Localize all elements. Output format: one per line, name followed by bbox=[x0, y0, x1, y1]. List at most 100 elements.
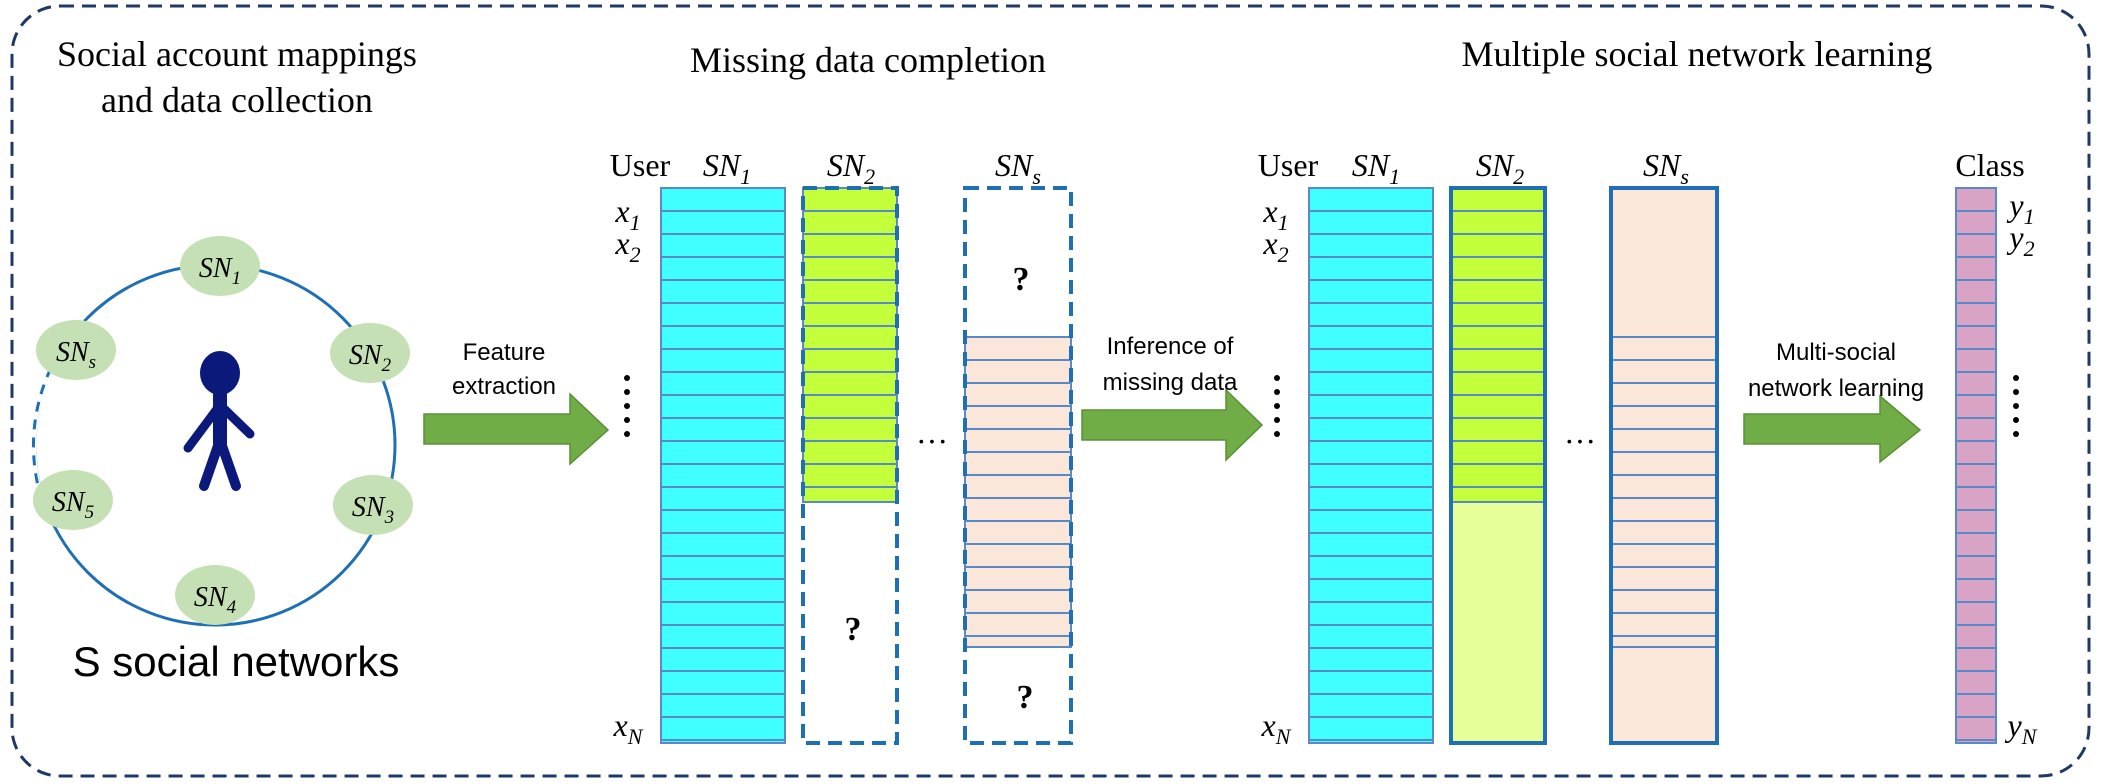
class-cell bbox=[1955, 279, 1997, 304]
social-network-circle: SN1 SN2 SN3 SN4 SN5 SNs bbox=[30, 236, 413, 627]
matrix-b-sn2-cell bbox=[1450, 463, 1546, 488]
matrix-a-sn2-cells bbox=[802, 187, 898, 503]
matrix-a-col-sn2: SN2 bbox=[827, 147, 875, 189]
class-row-yn: yN bbox=[2005, 707, 2038, 749]
section2-title: Missing data completion bbox=[690, 40, 1046, 80]
matrix-b-sn2-border bbox=[1449, 186, 1547, 745]
matrix-a-sn1-cell bbox=[660, 233, 786, 258]
matrix-b-sn2-cell bbox=[1450, 348, 1546, 373]
matrix-a-sn1-cell bbox=[660, 647, 786, 672]
matrix-a-sns-cell bbox=[964, 382, 1072, 407]
matrix-b-sn1-cell bbox=[1308, 693, 1434, 718]
svg-text:SN3: SN3 bbox=[352, 492, 394, 528]
arrow-feature-extraction: Feature extraction bbox=[423, 339, 610, 466]
node-sn4: SN4 bbox=[175, 565, 255, 625]
matrix-a-sns-cell bbox=[964, 405, 1072, 430]
matrix-b-sns-cell bbox=[1610, 497, 1718, 522]
matrix-a-col-sn1: SN1 bbox=[703, 147, 751, 189]
matrix-b-sn1-cell bbox=[1308, 440, 1434, 465]
class-cell bbox=[1955, 716, 1997, 741]
matrix-b-sn2-cell bbox=[1450, 394, 1546, 419]
matrix-a-sns-cell bbox=[964, 451, 1072, 476]
matrix-b-sn1-cell bbox=[1308, 601, 1434, 626]
arrow-feature-label-line1: Feature bbox=[463, 339, 546, 366]
matrix-a-sn2-cell bbox=[802, 348, 898, 373]
class-cell bbox=[1955, 578, 1997, 603]
matrix-b-sn1-cell bbox=[1308, 532, 1434, 557]
matrix-a-sns-cell bbox=[964, 543, 1072, 568]
matrix-a-sn2-cell bbox=[802, 486, 898, 503]
matrix-a-sn2-cell bbox=[802, 279, 898, 304]
matrix-a-sn1-cell bbox=[660, 532, 786, 557]
matrix-a-sn2-dashed-border bbox=[801, 186, 899, 745]
matrix-b-sn2-cell bbox=[1450, 417, 1546, 442]
matrix-b-sn1-cell bbox=[1308, 739, 1434, 744]
matrix-b-sn1-cell bbox=[1308, 555, 1434, 580]
matrix-a-col-sns: SNs bbox=[995, 147, 1041, 189]
matrix-a-sn2-cell bbox=[802, 187, 898, 212]
matrix-a-row-xn: xN bbox=[613, 707, 644, 749]
matrix-b-sn1-cell bbox=[1308, 463, 1434, 488]
matrix-a-sn1-cell bbox=[660, 670, 786, 695]
matrix-a-sn1-cell bbox=[660, 187, 786, 212]
outer-frame bbox=[10, 4, 2091, 778]
section1-title-line2: and data collection bbox=[101, 80, 373, 120]
matrix-b-sn1-cell bbox=[1308, 233, 1434, 258]
section1-title-line1: Social account mappings bbox=[57, 34, 417, 74]
matrix-b-col-sn1: SN1 bbox=[1352, 147, 1400, 189]
matrix-a-ellipsis-h: ··· bbox=[916, 423, 948, 459]
matrix-b-sn2-cell bbox=[1450, 486, 1546, 503]
matrix-b-sn1-cell bbox=[1308, 302, 1434, 327]
matrix-b-sns-cell bbox=[1610, 474, 1718, 499]
matrix-b-sns-cell bbox=[1610, 359, 1718, 384]
arrow-inference-label-line2: missing data bbox=[1103, 369, 1238, 396]
svg-text:SNs: SNs bbox=[56, 337, 96, 373]
matrix-b-ellipsis-v bbox=[1274, 375, 1280, 437]
matrix-a-sn2-cell bbox=[802, 233, 898, 258]
matrix-a-sn1-cell bbox=[660, 371, 786, 396]
matrix-a-sns-cell bbox=[964, 474, 1072, 499]
matrix-a-ellipsis-v bbox=[624, 375, 630, 437]
matrix-a-missing-mark-bottom: ? bbox=[1017, 679, 1034, 716]
matrix-b-col-sns: SNs bbox=[1643, 147, 1689, 189]
matrix-a-sns-cell bbox=[964, 336, 1072, 361]
matrix-a-sn2-cell bbox=[802, 256, 898, 281]
matrix-b-sns-cell bbox=[1610, 635, 1718, 648]
matrix-b-sn1-cell bbox=[1308, 348, 1434, 373]
matrix-a-sn2-cell bbox=[802, 417, 898, 442]
class-cell bbox=[1955, 440, 1997, 465]
class-cell bbox=[1955, 601, 1997, 626]
matrix-a-sn1-cell bbox=[660, 693, 786, 718]
matrix-a-user-label: User bbox=[610, 147, 671, 183]
class-cell bbox=[1955, 371, 1997, 396]
matrix-a-sns-cell bbox=[964, 359, 1072, 384]
matrix-a-sn1-cell bbox=[660, 624, 786, 649]
matrix-a-sns-dashed-border bbox=[963, 186, 1073, 745]
matrix-a-sn1-cell bbox=[660, 486, 786, 511]
matrix-a-sn2-cell bbox=[802, 325, 898, 350]
class-cell bbox=[1955, 670, 1997, 695]
matrix-a-sn1-cell bbox=[660, 578, 786, 603]
class-cell bbox=[1955, 302, 1997, 327]
class-cell bbox=[1955, 394, 1997, 419]
matrix-b-sn2-cell bbox=[1450, 325, 1546, 350]
matrix-b-sn2-cell bbox=[1450, 440, 1546, 465]
class-ellipsis-v bbox=[2013, 375, 2019, 437]
class-column: Class y1 y2 yN bbox=[1955, 147, 2038, 749]
arrow-multi-social: Multi-social network learning bbox=[1743, 339, 1924, 464]
class-cell bbox=[1955, 348, 1997, 373]
svg-text:SN4: SN4 bbox=[194, 582, 237, 618]
matrix-b-sn1-cell bbox=[1308, 624, 1434, 649]
matrix-b-sn1-cell bbox=[1308, 670, 1434, 695]
arrow-multi-label-line1: Multi-social bbox=[1776, 339, 1896, 366]
matrix-b-sns-cell bbox=[1610, 428, 1718, 453]
matrix-a-sn1-cell bbox=[660, 440, 786, 465]
matrix-b-user-label: User bbox=[1258, 147, 1319, 183]
matrix-a-sn2-cell bbox=[802, 394, 898, 419]
matrix-a-sns-cell bbox=[964, 520, 1072, 545]
arrow-multi-label-line2: network learning bbox=[1748, 375, 1924, 402]
matrix-b-sn2-cell bbox=[1450, 302, 1546, 327]
class-label: Class bbox=[1955, 147, 2024, 183]
class-cell bbox=[1955, 463, 1997, 488]
node-sn3: SN3 bbox=[333, 475, 413, 535]
